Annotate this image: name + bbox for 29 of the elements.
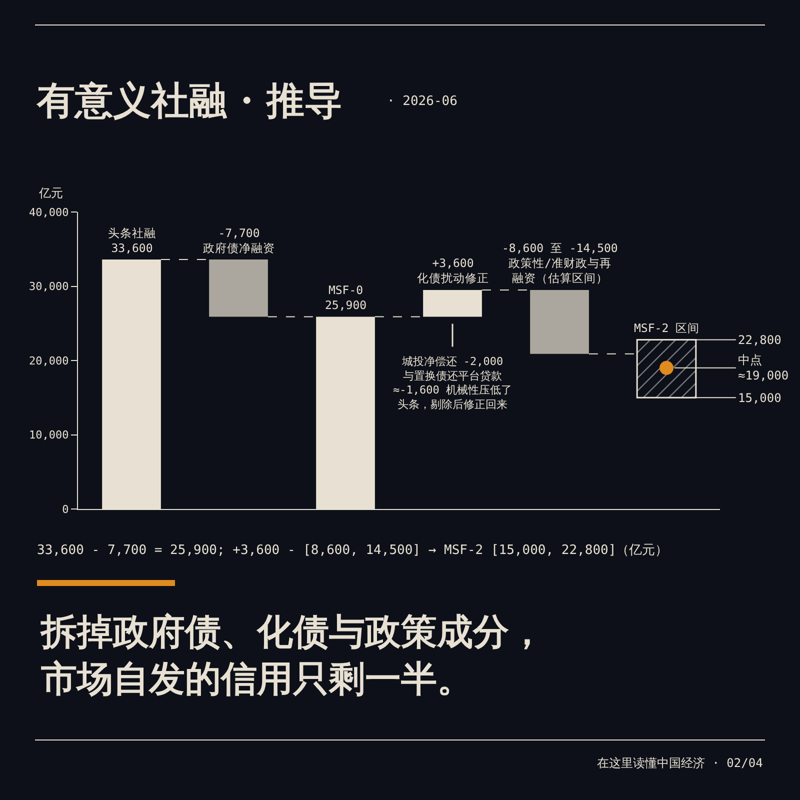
bar — [423, 290, 482, 317]
data-label: -8,600 至 -14,500 — [502, 241, 618, 255]
annotation: 22,800 — [738, 333, 782, 347]
annotation: 中点≈19,000 — [738, 353, 789, 383]
x-tick-label: 化债扰动修正 — [417, 270, 489, 285]
data-label: 33,600 — [111, 240, 153, 255]
x-tick-label: 政策性/准财政与再融资（估算区间） — [508, 256, 612, 285]
text: 拆掉政府债、化债与政策成分，市场自发的信用只剩一半。 — [39, 611, 545, 700]
data-label: 25,900 — [325, 298, 367, 312]
bar — [209, 260, 268, 317]
y-tick-label: 40,000 — [29, 206, 69, 219]
chart-title: 有意义社融 · 推导 — [36, 77, 343, 122]
y-tick-label: 20,000 — [29, 354, 69, 368]
x-tick-label: MSF-2 区间 — [634, 321, 700, 335]
y-tick-label: 30,000 — [29, 280, 69, 294]
annotation: 城投净偿还 -2,000与置换债还平台贷款≈-1,600 机械性压低了头条，剔除后修正回来 — [393, 355, 512, 411]
x-tick-label: 头条社融 — [108, 226, 156, 240]
x-tick-label: 政府债净融资 — [203, 240, 275, 255]
text: 在这里读懂中国经济 · 02/04 — [597, 756, 763, 770]
x-tick-label: MSF-0 — [328, 283, 364, 297]
annotation: 15,000 — [738, 391, 782, 405]
bar — [530, 290, 589, 354]
data-label: -7,700 — [218, 226, 260, 240]
text: 33,600 - 7,700 = 25,900; +3,600 - [8,600, 14,500] → MSF-2 [15,000, 22,800]（亿元） — [37, 543, 668, 558]
chart-subtitle: · 2026-06 — [387, 94, 458, 109]
y-tick-label: 10,000 — [29, 428, 69, 442]
y-tick-label: 0 — [62, 502, 69, 516]
data-label: +3,600 — [432, 256, 474, 270]
y-axis-title: 亿元 — [38, 186, 63, 200]
